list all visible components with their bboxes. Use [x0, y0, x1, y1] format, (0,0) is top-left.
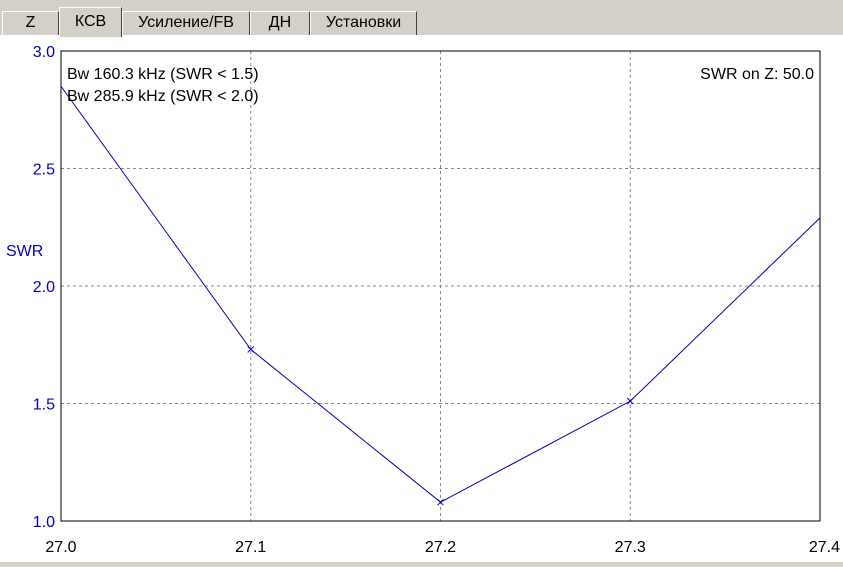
- tab-ksv[interactable]: КСВ: [59, 7, 122, 37]
- grid: [61, 51, 820, 521]
- swr-reference-impedance: SWR on Z: 50.0: [700, 66, 814, 83]
- x-tick-labels: 27.0 27.1 27.2 27.3 27.4: [45, 539, 840, 556]
- data-point-marker: [626, 397, 634, 405]
- tab-dn[interactable]: ДН: [250, 11, 310, 35]
- x-tick-label: 27.1: [235, 539, 266, 556]
- tab-bar: Z КСВ Усиление/FB ДН Установки: [0, 0, 843, 37]
- plot-frame: [60, 50, 821, 522]
- x-tick-label: 27.3: [615, 539, 646, 556]
- y-tick-label: 2.5: [33, 162, 55, 179]
- y-tick-label: 1.0: [33, 514, 55, 531]
- swr-chart: 1.0 1.5 2.0 2.5 3.0 27.0 27.1 27.2 27.3 27.4 SWR…: [6, 44, 840, 556]
- bandwidth-swr-2-0: Bw 285.9 kHz (SWR < 2.0): [67, 88, 259, 105]
- swr-series: [60, 85, 821, 506]
- y-tick-label: 3.0: [33, 44, 55, 61]
- x-tick-label: 27.4: [809, 539, 840, 556]
- y-tick-label: 1.5: [33, 397, 55, 414]
- x-tick-label: 27.0: [45, 539, 76, 556]
- tab-z[interactable]: Z: [2, 11, 59, 35]
- y-tick-labels: 1.0 1.5 2.0 2.5 3.0: [33, 44, 55, 531]
- tab-gain-fb[interactable]: Усиление/FB: [122, 11, 250, 35]
- x-tick-label: 27.2: [425, 539, 456, 556]
- y-axis-label: SWR: [6, 243, 43, 260]
- data-point-marker: [247, 346, 255, 353]
- chart-panel: 1.0 1.5 2.0 2.5 3.0 27.0 27.1 27.2 27.3 27.4 SWR…: [0, 36, 843, 562]
- y-tick-label: 2.0: [33, 279, 55, 296]
- tab-settings[interactable]: Установки: [310, 11, 417, 35]
- bandwidth-swr-1-5: Bw 160.3 kHz (SWR < 1.5): [67, 66, 259, 83]
- data-point-marker: [437, 498, 444, 506]
